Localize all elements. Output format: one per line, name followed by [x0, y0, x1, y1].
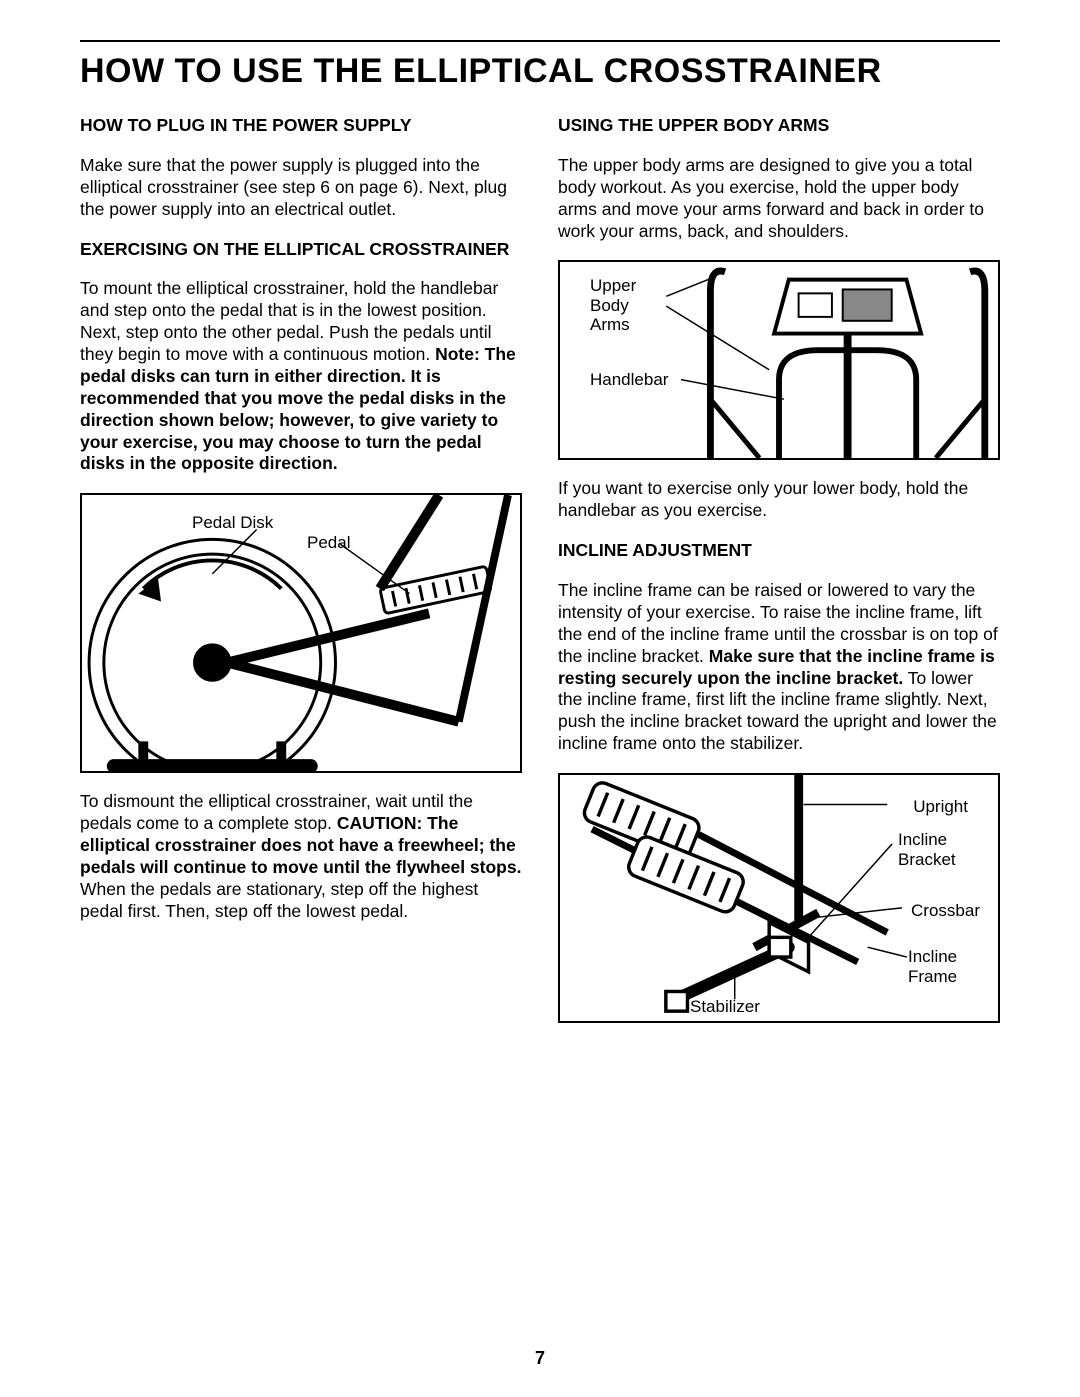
section-heading: USING THE UPPER BODY ARMS: [558, 115, 1000, 137]
page-title: HOW TO USE THE ELLIPTICAL CROSSTRAINER: [80, 52, 1000, 91]
figure-label: Incline Bracket: [898, 830, 968, 869]
figure-pedal-disk: Pedal Disk Pedal: [80, 493, 522, 773]
body-text: To dismount the elliptical crosstrainer,…: [80, 791, 522, 922]
figure-label: Stabilizer: [690, 997, 760, 1017]
two-column-layout: HOW TO PLUG IN THE POWER SUPPLY Make sur…: [80, 115, 1000, 1041]
section-heading: HOW TO PLUG IN THE POWER SUPPLY: [80, 115, 522, 137]
figure-label: Pedal: [307, 533, 350, 553]
section-heading: INCLINE ADJUSTMENT: [558, 540, 1000, 562]
body-text: To mount the elliptical crosstrainer, ho…: [80, 278, 522, 475]
figure-label: Pedal Disk: [192, 513, 273, 533]
text-normal: When the pedals are stationary, step off…: [80, 879, 478, 921]
body-text: The incline frame can be raised or lower…: [558, 580, 1000, 755]
figure-label: Crossbar: [911, 901, 980, 921]
manual-page: HOW TO USE THE ELLIPTICAL CROSSTRAINER H…: [0, 0, 1080, 1397]
figure-label: Handlebar: [590, 370, 668, 390]
figure-label: Incline Frame: [908, 947, 968, 986]
figure-label: Upright: [913, 797, 968, 817]
page-number: 7: [0, 1348, 1080, 1369]
left-column: HOW TO PLUG IN THE POWER SUPPLY Make sur…: [80, 115, 522, 1041]
body-text: Make sure that the power supply is plugg…: [80, 155, 522, 221]
body-text: The upper body arms are designed to give…: [558, 155, 1000, 243]
pedal-disk-illustration: [82, 495, 520, 771]
right-column: USING THE UPPER BODY ARMS The upper body…: [558, 115, 1000, 1041]
body-text: If you want to exercise only your lower …: [558, 478, 1000, 522]
figure-upper-body-arms: Upper Body Arms Handlebar: [558, 260, 1000, 460]
top-rule: [80, 40, 1000, 42]
figure-incline-adjustment: Upright Incline Bracket Crossbar Incline…: [558, 773, 1000, 1023]
figure-label: Upper Body Arms: [590, 276, 660, 335]
section-heading: EXERCISING ON THE ELLIPTICAL CROSSTRAINE…: [80, 239, 522, 261]
